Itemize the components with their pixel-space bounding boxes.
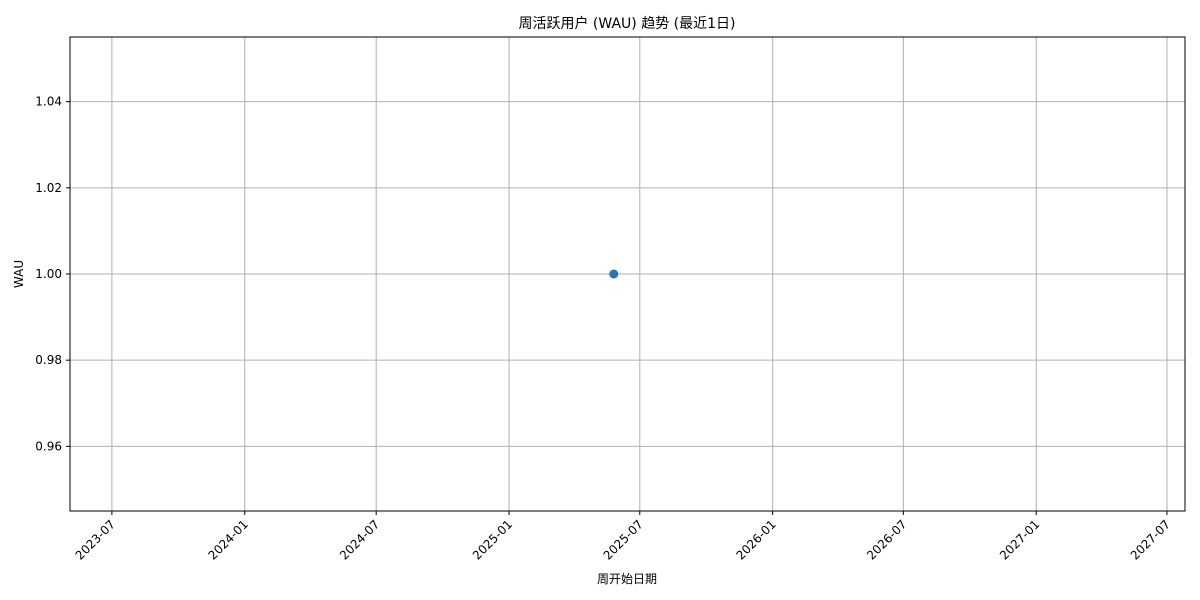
x-tick-label: 2025-01 xyxy=(470,517,515,562)
x-tick-label: 2024-01 xyxy=(206,517,251,562)
x-tick-label: 2024-07 xyxy=(337,517,382,562)
y-tick-label: 0.98 xyxy=(35,353,62,367)
y-axis-label: WAU xyxy=(12,260,26,288)
y-tick-label: 0.96 xyxy=(35,439,62,453)
y-tick-label: 1.04 xyxy=(35,95,62,109)
x-tick-label: 2026-07 xyxy=(864,517,909,562)
x-tick-label: 2023-07 xyxy=(73,517,118,562)
chart-title: 周活跃用户 (WAU) 趋势 (最近1日) xyxy=(518,15,735,32)
x-tick-label: 2025-07 xyxy=(601,517,646,562)
data-point xyxy=(609,269,619,279)
y-tick-label: 1.02 xyxy=(35,181,62,195)
x-tick-label: 2027-07 xyxy=(1128,517,1173,562)
x-tick-label: 2026-01 xyxy=(733,517,778,562)
y-axis: 0.96 0.98 1.00 1.02 1.04 xyxy=(35,95,70,453)
series-layer xyxy=(609,269,619,279)
grid xyxy=(70,37,1185,511)
x-axis: 2023-07 2024-01 2024-07 2025-01 2025-07 2026-… xyxy=(73,511,1173,563)
x-tick-label: 2027-01 xyxy=(997,517,1042,562)
y-tick-label: 1.00 xyxy=(35,267,62,281)
x-axis-label: 周开始日期 xyxy=(597,572,657,586)
